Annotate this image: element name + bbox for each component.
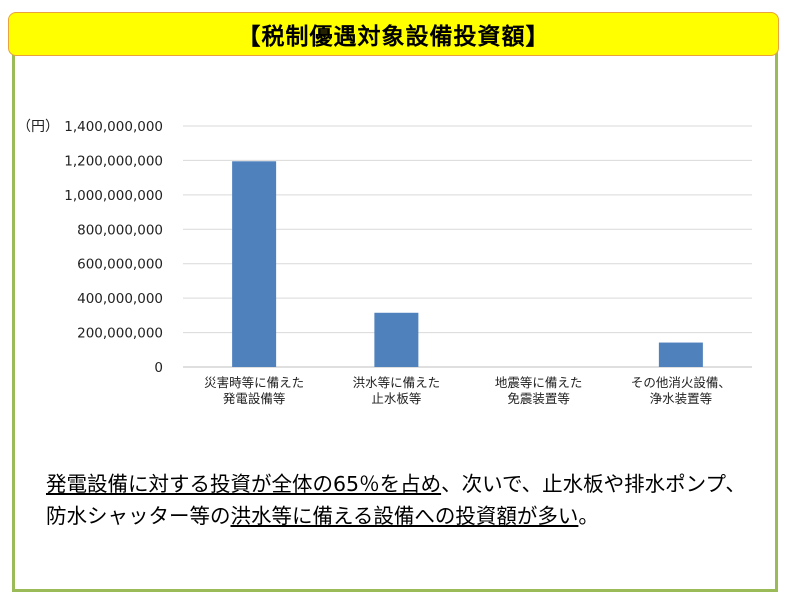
y-tick-label: 0	[154, 360, 163, 376]
x-tick-label: 止水板等	[371, 391, 421, 406]
y-tick-label: 1,000,000,000	[64, 188, 163, 204]
summary-text: 発電設備に対する投資が全体の65％を占め、次いで、止水板や排水ポンプ、防水シャッ…	[46, 468, 766, 532]
x-tick-label: 地震等に備えた	[495, 375, 583, 390]
bar	[232, 161, 277, 367]
y-tick-label: 800,000,000	[77, 222, 163, 238]
y-tick-label: 400,000,000	[77, 291, 163, 307]
page-title: 【税制優遇対象設備投資額】	[8, 12, 779, 56]
bar	[374, 312, 419, 367]
y-tick-label: 1,400,000,000	[64, 119, 163, 135]
bar-chart: 0 200,000,000 400,000,000 600,000,000 800,00…	[17, 119, 752, 406]
y-tick-label: 600,000,000	[77, 257, 163, 273]
x-tick-label: その他消火設備、	[631, 375, 731, 390]
y-tick-label: 1,200,000,000	[64, 153, 163, 169]
bar	[658, 342, 703, 367]
x-tick-label: 発電設備等	[223, 391, 286, 406]
y-axis-unit-label: （円）	[17, 119, 59, 135]
summary-highlight-1: 発電設備に対する投資が全体の65％を占め	[46, 472, 442, 496]
y-tick-label: 200,000,000	[77, 326, 163, 342]
x-tick-label: 洪水等に備えた	[353, 375, 441, 390]
summary-text-2: 、次いで、止水板や排水ポンプ、防水シャッター等の	[46, 472, 746, 528]
x-tick-label: 免震装置等	[507, 391, 570, 406]
x-tick-label: 浄水装置等	[650, 391, 713, 406]
x-tick-label: 災害時等に備えた	[204, 375, 304, 390]
summary-text-3: 。	[578, 504, 599, 528]
summary-highlight-2: 洪水等に備える設備への投資額が多い	[230, 504, 579, 528]
